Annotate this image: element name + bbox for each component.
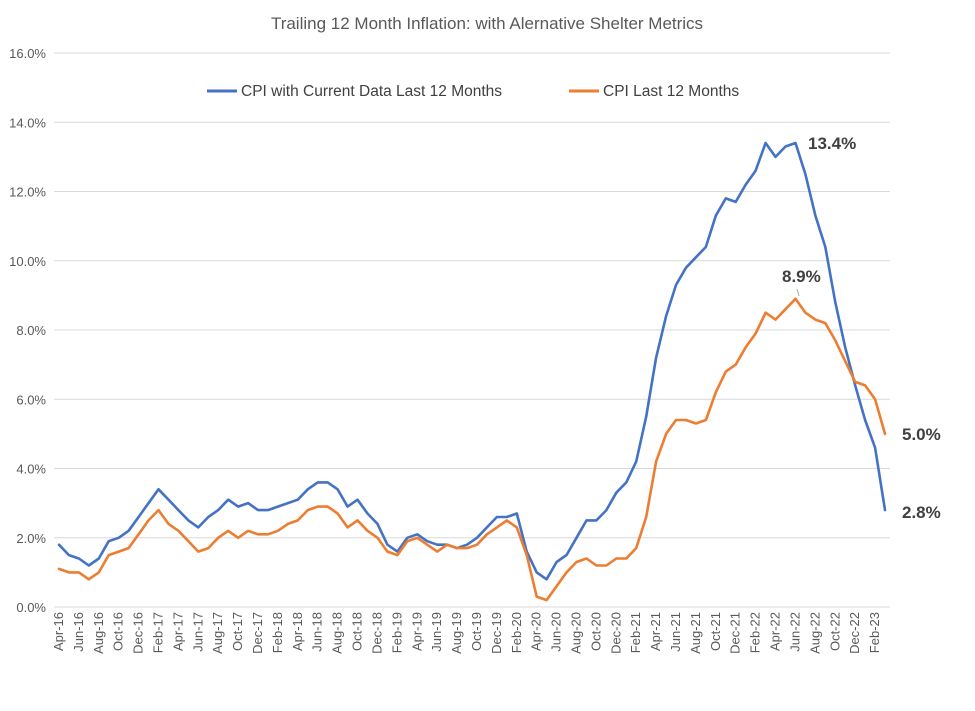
x-tick-label: Dec-22	[847, 612, 862, 654]
x-tick-label: Feb-22	[748, 612, 763, 653]
x-tick-label: Jun-19	[429, 612, 444, 652]
legend-label-series-1: CPI with Current Data Last 12 Months	[241, 83, 502, 100]
x-tick-label: Dec-20	[608, 612, 623, 654]
x-tick-label: Aug-21	[688, 612, 703, 654]
annotation-latest-cpi: 5.0%	[902, 425, 941, 444]
x-tick-label: Apr-18	[290, 612, 305, 651]
legend-label-series-2: CPI Last 12 Months	[603, 83, 739, 100]
x-tick-label: Feb-21	[628, 612, 643, 653]
annotation-peak-current-data: 13.4%	[808, 134, 856, 153]
annotation-leader-line	[796, 288, 800, 297]
x-tick-label: Feb-17	[151, 612, 166, 653]
annotation-peak-cpi: 8.9%	[782, 267, 821, 286]
x-tick-label: Dec-21	[728, 612, 743, 654]
series-line-1	[57, 141, 887, 581]
x-tick-label: Oct-20	[588, 612, 603, 651]
x-tick-label: Jun-18	[310, 612, 325, 652]
x-tick-label: Oct-18	[350, 612, 365, 651]
x-tick-label: Dec-19	[489, 612, 504, 654]
x-tick-label: Oct-17	[230, 612, 245, 651]
x-tick-label: Aug-16	[91, 612, 106, 654]
x-tick-label: Aug-20	[569, 612, 584, 654]
x-tick-label: Apr-19	[409, 612, 424, 651]
y-tick-label: 2.0%	[16, 531, 46, 546]
x-axis-ticks: Apr-16 Jun-16 Aug-16 Oct-16 Dec-16 Feb-17 Apr-…	[51, 612, 882, 654]
y-tick-label: 14.0%	[9, 115, 46, 130]
y-tick-label: 16.0%	[9, 46, 46, 61]
x-tick-label: Jun-21	[668, 612, 683, 652]
x-tick-label: Aug-18	[330, 612, 345, 654]
x-tick-label: Jun-20	[549, 612, 564, 652]
legend: CPI with Current Data Last 12 Months CPI…	[207, 83, 739, 100]
x-tick-label: Oct-22	[827, 612, 842, 651]
annotations: 13.4% 8.9% 5.0% 2.8%	[782, 134, 941, 522]
y-tick-label: 12.0%	[9, 185, 46, 200]
x-tick-label: Oct-21	[708, 612, 723, 651]
x-tick-label: Feb-20	[509, 612, 524, 653]
y-tick-label: 4.0%	[16, 462, 46, 477]
y-tick-label: 8.0%	[16, 323, 46, 338]
x-tick-label: Jun-17	[190, 612, 205, 652]
x-tick-label: Feb-18	[270, 612, 285, 653]
x-tick-label: Dec-18	[369, 612, 384, 654]
annotation-latest-current-data: 2.8%	[902, 503, 941, 522]
x-tick-label: Dec-17	[250, 612, 265, 654]
grid-lines	[54, 52, 890, 608]
y-tick-label: 10.0%	[9, 254, 46, 269]
x-tick-label: Oct-16	[111, 612, 126, 651]
series-lines	[57, 141, 887, 602]
y-tick-label: 0.0%	[16, 600, 46, 615]
x-tick-label: Oct-19	[469, 612, 484, 651]
x-tick-label: Aug-19	[449, 612, 464, 654]
x-tick-label: Feb-23	[867, 612, 882, 653]
x-tick-label: Apr-21	[648, 612, 663, 651]
x-tick-label: Aug-22	[807, 612, 822, 654]
x-tick-label: Apr-20	[529, 612, 544, 651]
x-tick-label: Jun-22	[787, 612, 802, 652]
x-tick-label: Feb-19	[389, 612, 404, 653]
x-tick-label: Dec-16	[131, 612, 146, 654]
y-tick-label: 6.0%	[16, 392, 46, 407]
series-line-2	[57, 297, 887, 602]
x-tick-label: Jun-16	[71, 612, 86, 652]
x-tick-label: Apr-16	[51, 612, 66, 651]
x-tick-label: Apr-22	[768, 612, 783, 651]
chart-title: Trailing 12 Month Inflation: with Alerna…	[271, 14, 703, 33]
y-axis-ticks: 0.0% 2.0% 4.0% 6.0% 8.0% 10.0% 12.0% 14.0% 16.0%	[9, 46, 46, 615]
x-tick-label: Aug-17	[210, 612, 225, 654]
x-tick-label: Apr-17	[170, 612, 185, 651]
